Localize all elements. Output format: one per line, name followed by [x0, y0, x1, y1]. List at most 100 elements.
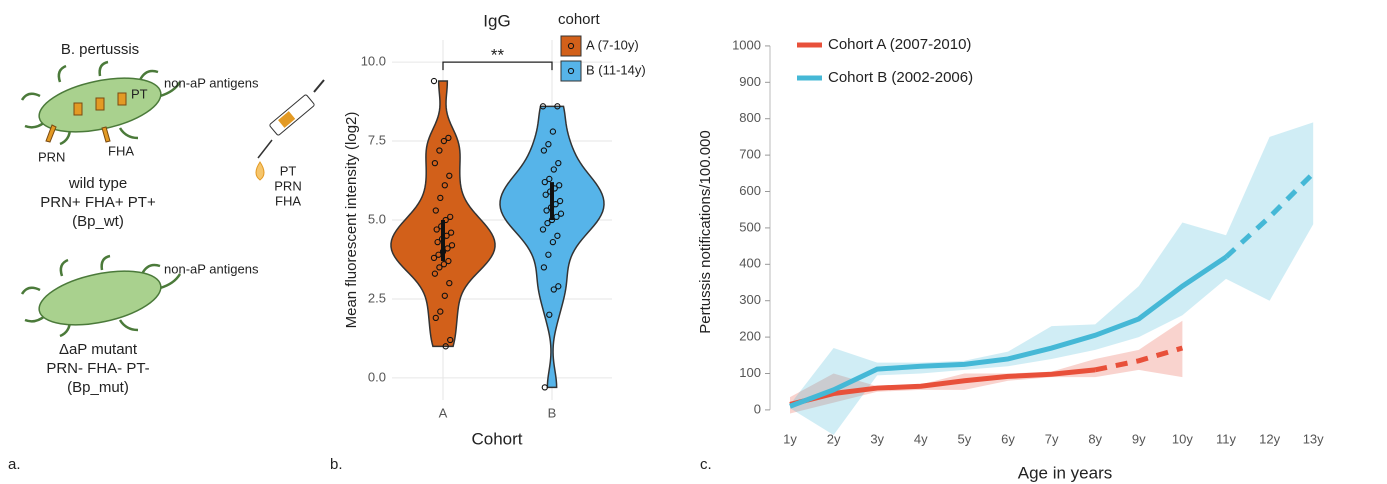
violin	[390, 80, 496, 348]
data-point	[549, 128, 557, 135]
antigens	[45, 92, 127, 143]
data-point	[542, 191, 549, 198]
data-point	[442, 343, 449, 350]
antigen-label: FHA	[108, 143, 134, 158]
data-point	[430, 77, 438, 85]
x-tick-label: 13y	[1303, 431, 1324, 446]
strain-label: (Bp_mut)	[67, 379, 129, 396]
x-tick-label: B	[548, 405, 557, 420]
data-point	[541, 384, 548, 391]
data-point	[547, 188, 554, 195]
data-point	[554, 232, 561, 239]
data-point	[440, 137, 448, 145]
diagram-title: B. pertussis	[61, 41, 139, 58]
strain-label: ΔaP mutant	[59, 341, 138, 358]
line	[789, 367, 1096, 407]
data-point	[442, 216, 449, 224]
data-point	[444, 245, 451, 252]
data-point	[431, 270, 439, 277]
panel-label: c.	[700, 456, 712, 473]
x-tick-label: 10y	[1172, 431, 1193, 446]
data-point	[546, 311, 553, 318]
data-point	[432, 314, 439, 322]
panel-label: b.	[330, 456, 343, 473]
antigen-note: non-aP antigens	[164, 75, 259, 90]
data-point	[543, 207, 550, 214]
data-point	[548, 216, 556, 224]
y-tick-label: 2.5	[368, 290, 386, 305]
x-tick-label: 11y	[1216, 431, 1236, 446]
data-point	[550, 286, 557, 293]
strain-label: PRN- FHA- PT-	[46, 360, 149, 377]
data-point	[541, 178, 548, 186]
data-point	[447, 213, 454, 220]
y-tick-label: 0	[754, 401, 761, 416]
y-tick-label: 5.0	[368, 211, 386, 226]
x-tick-label: 5y	[958, 431, 972, 446]
y-tick-label: 1000	[732, 37, 761, 52]
data-point	[438, 223, 445, 230]
data-point	[545, 141, 552, 148]
x-tick-label: 3y	[870, 431, 884, 446]
data-point	[435, 251, 442, 258]
data-point	[555, 160, 562, 167]
legend-label: B (11-14y)	[586, 62, 646, 77]
vaccine-antigen: FHA	[275, 193, 301, 208]
data-point	[439, 248, 447, 255]
data-point	[446, 172, 453, 179]
data-point	[539, 103, 547, 110]
data-point	[552, 201, 559, 208]
data-point	[554, 103, 561, 110]
data-point	[553, 213, 560, 220]
y-tick-label: 100	[739, 365, 761, 380]
y-tick-label: 200	[739, 329, 761, 344]
data-point	[447, 336, 454, 344]
legend-key	[560, 35, 582, 57]
data-point	[445, 257, 452, 265]
antigen-note: non-aP antigens	[164, 261, 259, 276]
data-point	[539, 226, 547, 233]
y-tick-label: 0.0	[368, 369, 386, 384]
x-tick-label: A	[439, 405, 448, 420]
antigen-label: PRN	[38, 149, 65, 164]
strain-label: PRN+ FHA+ PT+	[40, 194, 156, 211]
charts: 0.0 2.5 5.0 7.5 10.0 A B IgG Cohort Mean fluoresc…	[343, 11, 1324, 483]
legend-key	[560, 60, 582, 82]
data-point	[447, 229, 455, 236]
data-point	[441, 182, 448, 189]
x-tick-label: 7y	[1045, 431, 1059, 446]
x-tick-label: 2y	[827, 431, 841, 446]
data-point	[556, 182, 563, 189]
legend-label: Cohort A (2007-2010)	[828, 36, 971, 53]
data-point	[544, 220, 551, 227]
y-tick-label: 700	[739, 147, 761, 162]
y-axis-label: Pertussis notifications/100.000	[697, 130, 714, 333]
y-tick-label: 400	[739, 256, 761, 271]
data-point	[546, 175, 553, 183]
data-point	[431, 160, 439, 167]
significance-label: **	[491, 46, 505, 65]
y-axis-label: Mean fluorescent intensity (log2)	[343, 112, 360, 329]
y-tick-label: 7.5	[368, 132, 386, 147]
data-point	[550, 166, 557, 173]
data-point	[555, 283, 562, 290]
data-point	[547, 204, 555, 211]
line	[789, 254, 1228, 409]
legend-title: cohort	[558, 11, 601, 28]
data-point	[445, 134, 452, 142]
line-dashed	[1094, 345, 1184, 373]
x-tick-label: 4y	[914, 431, 928, 446]
data-point	[433, 226, 440, 233]
syringe	[255, 79, 325, 181]
data-point	[441, 292, 448, 299]
x-tick-label: 12y	[1259, 431, 1280, 446]
x-tick-label: 6y	[1001, 431, 1015, 446]
strain-label: (Bp_wt)	[72, 213, 124, 230]
y-tick-label: 500	[739, 219, 761, 234]
data-point	[545, 251, 552, 258]
y-tick-label: 10.0	[361, 54, 386, 69]
vaccine-antigen: PRN	[274, 178, 301, 193]
x-axis-label: Age in years	[1018, 463, 1113, 482]
